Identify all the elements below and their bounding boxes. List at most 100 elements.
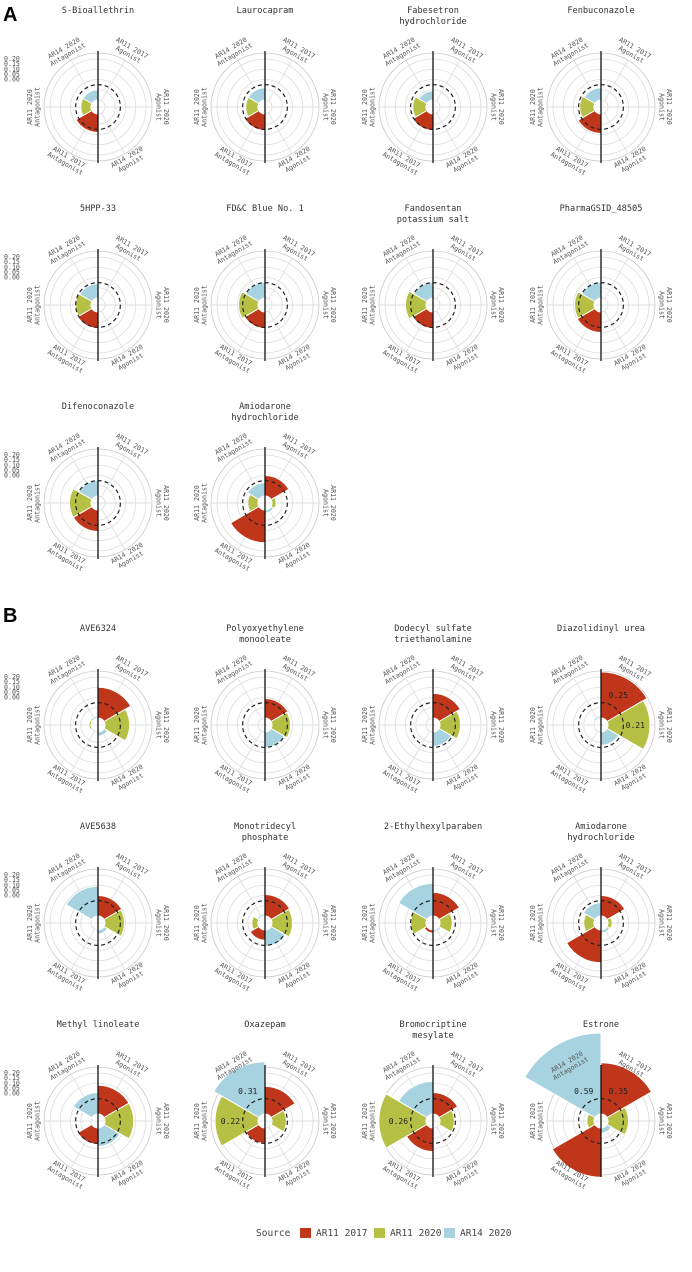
grid-spoke <box>268 310 293 352</box>
radial-tick-label: 0.00 <box>4 472 20 480</box>
axis-label: AR11 2020 Antagonist <box>193 87 209 127</box>
chart-title: PharmaGSID_48505 <box>560 204 643 214</box>
threshold-ring <box>75 84 121 130</box>
radial-tick-label: 0.15 <box>4 876 20 884</box>
grid-spoke <box>405 730 430 772</box>
bar-ar11-2020-agonist <box>103 1102 135 1140</box>
chart-title: Fabesetron <box>407 6 459 16</box>
bar-ar11-2020-agonist <box>438 912 453 934</box>
grid-spoke <box>436 112 461 154</box>
grid-spoke <box>405 928 430 970</box>
radial-tick-label: 0.15 <box>4 678 20 686</box>
axis-label: AR11 2020 Antagonist <box>193 285 209 325</box>
radial-tick-label: 0.00 <box>4 76 20 84</box>
axis-label-line: Antagonist <box>201 903 209 943</box>
grid-spoke <box>268 1126 293 1168</box>
chart-title: Amiodarone <box>575 822 627 832</box>
grid-spoke <box>604 258 629 300</box>
bar-ar14-2020-agonist <box>97 925 109 935</box>
grid-spoke <box>436 1126 461 1168</box>
axis-label-line: AR11 2020 <box>361 1103 369 1139</box>
grid-spoke <box>237 678 262 720</box>
chart-title: AVE5638 <box>80 822 116 832</box>
axis-label-line: AR11 2020 <box>665 905 673 941</box>
data-label: 0.21 <box>626 721 645 730</box>
bar-ar11-2020-agonist <box>103 708 131 742</box>
legend-swatch-ar11-2017 <box>300 1228 311 1238</box>
axis-label-line: AR11 2020 <box>162 89 170 125</box>
axis-label: AR11 2020 Antagonist <box>26 285 42 325</box>
grid-spoke <box>573 678 598 720</box>
axis-label-line: Agonist <box>490 291 498 319</box>
grid-spoke <box>268 258 293 300</box>
grid-spoke <box>101 60 126 102</box>
bar-ar14-2020-agonist <box>600 1123 613 1134</box>
panel-label-b: B <box>3 605 17 627</box>
axis-label-line: Agonist <box>155 711 163 739</box>
radial-tick-label: 0.20 <box>4 871 20 879</box>
axis-label: AR11 2020 Antagonist <box>361 705 377 745</box>
chart-title: phosphate <box>242 833 289 843</box>
axis-label-line: AR11 2020 <box>162 1103 170 1139</box>
axis-label-line: Antagonist <box>369 1101 377 1141</box>
radial-tick-label: 0.10 <box>4 65 20 73</box>
grid-spoke <box>70 678 95 720</box>
radial-tick-label: 0.20 <box>4 1069 20 1077</box>
bar-ar11-2017-antagonist <box>77 307 99 329</box>
radial-tick-label: 0.10 <box>4 1079 20 1087</box>
axis-label-line: AR11 2020 <box>665 287 673 323</box>
axis-label-line: AR11 2020 <box>193 485 201 521</box>
bar-ar11-2017-antagonist <box>72 505 99 533</box>
axis-label: AR11 2020 Antagonist <box>529 903 545 943</box>
axis-label-line: AR11 2020 <box>162 707 170 743</box>
axis-label: AR11 2020 Antagonist <box>193 903 209 943</box>
bar-ar11-2017-agonist <box>264 893 291 921</box>
chart-title: Polyoxyethylene <box>226 624 304 634</box>
axis-label-line: AR11 2020 <box>497 287 505 323</box>
threshold-ring <box>75 1098 121 1144</box>
axis-label-line: Antagonist <box>34 285 42 325</box>
chart-title: Monotridecyl <box>234 822 296 832</box>
grid-spoke <box>268 60 293 102</box>
bar-ar14-2020-antagonist <box>256 913 266 921</box>
radial-tick-label: 0.05 <box>4 1084 20 1092</box>
axis-label-line: Agonist <box>155 93 163 121</box>
radial-tick-label: 0.05 <box>4 466 20 474</box>
bar-ar11-2020-antagonist <box>69 488 93 518</box>
axis-label: AR11 2020 Antagonist <box>26 903 42 943</box>
axis-label-line: AR11 2020 <box>665 707 673 743</box>
radial-tick-label: 0.05 <box>4 268 20 276</box>
axis-label: AR11 2020 Antagonist <box>193 483 209 523</box>
axis-label-line: AR11 2020 <box>529 287 537 323</box>
threshold-ring <box>578 1098 624 1144</box>
axis-label-line: Antagonist <box>34 903 42 943</box>
bar-ar11-2020-antagonist <box>251 915 260 931</box>
grid-spoke <box>268 112 293 154</box>
radial-tick-label: 0.10 <box>4 881 20 889</box>
grid-spoke <box>237 876 262 918</box>
